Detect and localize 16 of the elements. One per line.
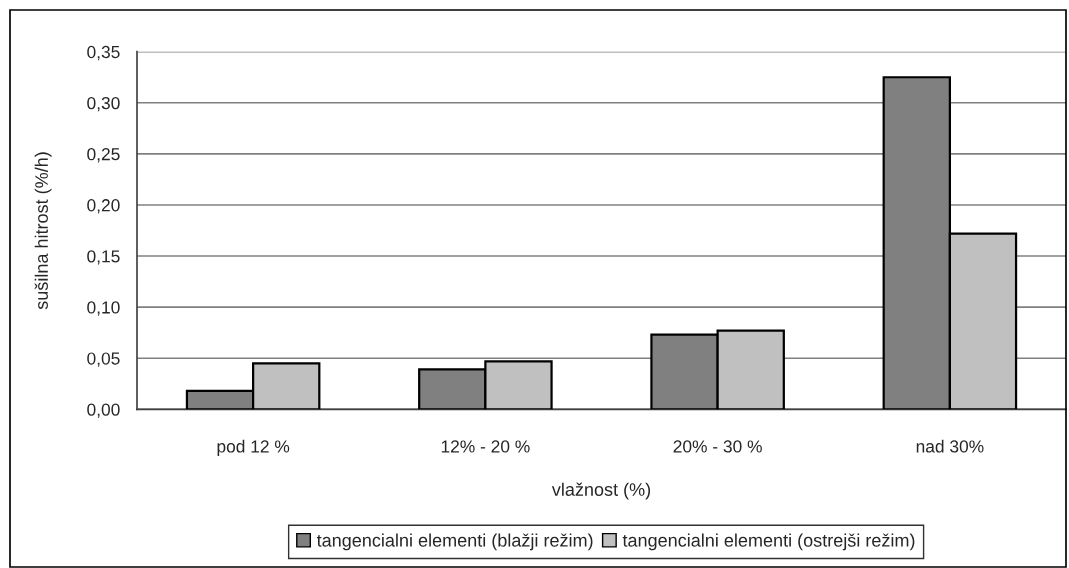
x-axis-title: vlažnost (%) [551,482,651,500]
y-tick-label: 0,30 [87,96,120,112]
y-tick-label: 0,25 [87,148,120,163]
x-tick-label: 12% - 20 % [441,440,530,453]
y-tick-label: 0,00 [87,403,120,418]
x-tick-label: nad 30% [916,439,984,453]
y-tick-label: 0,20 [87,199,120,214]
legend-label: tangencialni elementi (blažji režim) [316,533,593,551]
x-tick-label: pod 12 % [217,439,290,457]
y-tick-label: 0,10 [87,301,120,316]
y-tick-label: 0,35 [87,45,120,61]
y-axis-title: sušilna hitrost (%/h) [34,152,52,310]
y-tick-label: 0,15 [87,250,120,265]
x-tick-label: 20% - 30 % [673,440,762,453]
y-tick-label: 0,05 [87,352,120,367]
legend-label: tangencialni elementi (ostrejši režim) [622,533,915,551]
